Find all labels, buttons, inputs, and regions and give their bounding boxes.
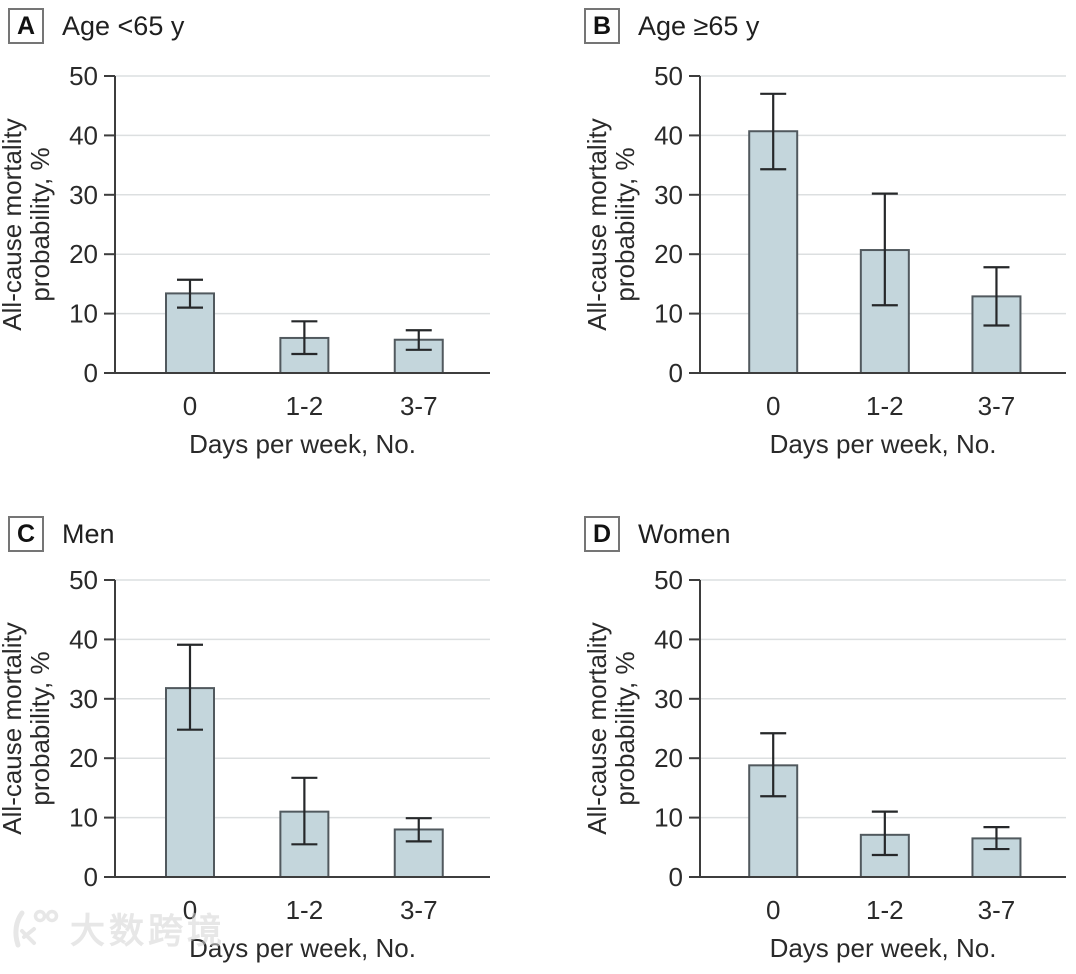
y-axis-title-line2: probability, % [610,147,640,301]
x-tick-label: 1-2 [866,391,904,421]
y-tick-label: 30 [69,684,98,714]
x-axis-title: Days per week, No. [770,933,997,963]
y-tick-label: 20 [654,239,683,269]
panel-age-65-and-over: B Age ≥65 y 0 1-2 3-7 0 10 20 30 40 50 Days per w… [538,0,1076,470]
panel-women: D Women 0 1-2 3-7 0 10 20 30 40 50 Days per week,… [538,496,1076,966]
panel-header: C Men [8,516,115,552]
x-tick-label: 3-7 [978,895,1016,925]
y-tick-label: 20 [69,743,98,773]
y-tick-label: 10 [69,299,98,329]
panel-age-under-65: A Age <65 y 0 1-2 3-7 0 10 20 30 40 50 Days per w… [0,0,538,470]
x-tick-label: 1-2 [286,895,324,925]
y-tick-label: 40 [69,624,98,654]
y-tick-label: 0 [669,358,683,388]
y-tick-label: 40 [654,120,683,150]
y-tick-label: 0 [84,862,98,892]
y-tick-label: 30 [654,684,683,714]
x-tick-label: 0 [183,895,197,925]
y-tick-label: 0 [669,862,683,892]
y-tick-label: 50 [654,565,683,595]
y-tick-label: 50 [69,565,98,595]
panel-title: Age <65 y [62,10,185,41]
bar-chart-men: 0 1-2 3-7 0 10 20 30 40 50 Days per week, No. All-… [0,565,490,963]
y-tick-label: 40 [69,120,98,150]
y-tick-label: 20 [69,239,98,269]
y-tick-label: 0 [84,358,98,388]
y-axis-title-line2: probability, % [25,147,55,301]
y-tick-label: 10 [69,803,98,833]
y-tick-label: 30 [69,180,98,210]
bar-chart-age-under-65: 0 1-2 3-7 0 10 20 30 40 50 Days per week, No. All-… [0,61,490,459]
panel-title: Age ≥65 y [638,10,760,41]
y-axis-title-line2: probability, % [25,651,55,805]
y-tick-label: 30 [654,180,683,210]
x-tick-label: 1-2 [286,391,324,421]
panel-title: Men [62,518,115,549]
x-axis-title: Days per week, No. [189,933,416,963]
y-tick-label: 50 [654,61,683,91]
x-tick-label: 0 [766,895,780,925]
y-tick-label: 50 [69,61,98,91]
panel-letter-badge: C [8,516,44,552]
x-tick-label: 0 [183,391,197,421]
panel-letter-badge: B [584,8,620,44]
panel-men: C Men 0 1-2 3-7 0 10 20 30 40 50 Days per week, N… [0,496,538,966]
x-axis-title: Days per week, No. [189,429,416,459]
x-tick-label: 1-2 [866,895,904,925]
bar-0 [748,130,799,374]
y-axis-title-line1: All-cause mortality [582,622,612,834]
panel-letter-badge: A [8,8,44,44]
y-tick-label: 10 [654,299,683,329]
panel-letter-badge: D [584,516,620,552]
y-axis-title-line1: All-cause mortality [582,118,612,330]
bar-chart-women: 0 1-2 3-7 0 10 20 30 40 50 Days per week, No. All-… [582,565,1066,963]
y-tick-label: 40 [654,624,683,654]
x-tick-label: 0 [766,391,780,421]
x-axis-title: Days per week, No. [770,429,997,459]
y-tick-label: 20 [654,743,683,773]
x-tick-label: 3-7 [400,895,438,925]
y-axis-title-line1: All-cause mortality [0,118,27,330]
x-tick-label: 3-7 [400,391,438,421]
panel-header: D Women [584,516,731,552]
bar-chart-age-65-and-over: 0 1-2 3-7 0 10 20 30 40 50 Days per week, No. All-… [582,61,1066,459]
y-axis-title-line1: All-cause mortality [0,622,27,834]
y-tick-label: 10 [654,803,683,833]
panel-title: Women [638,518,731,549]
x-tick-label: 3-7 [978,391,1016,421]
panel-header: A Age <65 y [8,8,184,44]
bar-0 [748,764,799,878]
y-axis-title-line2: probability, % [610,651,640,805]
panel-header: B Age ≥65 y [584,8,759,44]
